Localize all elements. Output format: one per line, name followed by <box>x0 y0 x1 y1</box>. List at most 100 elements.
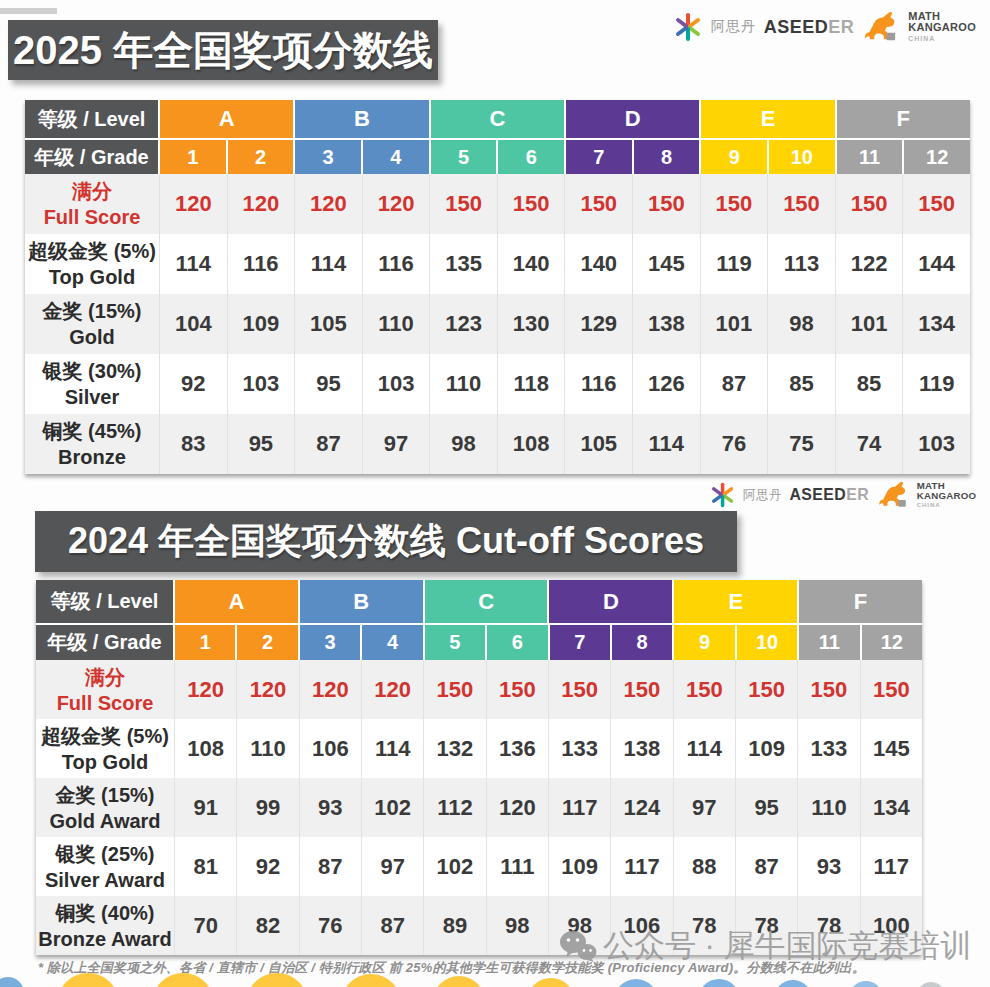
row-label: 金奖 (15%)Gold Award <box>36 778 175 837</box>
grade-cell-1: 1 <box>175 623 237 660</box>
math-kangaroo-wordmark: MATH KANGAROO CHINA <box>916 480 976 509</box>
score-cell: 74 <box>836 414 904 474</box>
score-row-full-score: 满分Full Score1201201201201501501501501501… <box>25 174 970 234</box>
score-cell: 144 <box>903 234 970 294</box>
top-edge-fragment <box>0 8 57 14</box>
score-row-silver: 银奖 (30%)Silver92103951031101181161268785… <box>25 354 970 414</box>
score-cell: 116 <box>565 354 633 414</box>
score-cell: 135 <box>430 234 498 294</box>
emoji-circle-5 <box>433 976 485 987</box>
score-cell: 150 <box>498 174 566 234</box>
grade-cell-3: 3 <box>300 623 362 660</box>
score-cell: 108 <box>175 719 237 778</box>
score-cell: 150 <box>611 660 673 719</box>
score-cell: 150 <box>565 174 633 234</box>
score-cell: 105 <box>295 294 363 354</box>
score-row-top-gold: 超级金奖 (5%)Top Gold10811010611413213613313… <box>36 719 922 778</box>
level-cell-B: B <box>300 580 425 623</box>
score-row-bronze: 铜奖 (45%)Bronze83958797981081051147675741… <box>25 414 970 474</box>
banner-2025: 2025 年全国奖项分数线 <box>8 20 438 80</box>
grade-cell-8: 8 <box>612 623 674 660</box>
score-cell: 133 <box>798 719 860 778</box>
grade-cell-1: 1 <box>160 138 228 174</box>
level-cell-F: F <box>837 100 970 138</box>
score-cell: 120 <box>300 660 362 719</box>
score-cell: 106 <box>300 719 362 778</box>
level-header-label: 等级 / Level <box>36 580 175 623</box>
level-cell-C: C <box>425 580 550 623</box>
score-cell: 117 <box>549 778 611 837</box>
grade-cell-5: 5 <box>425 623 487 660</box>
score-cell: 150 <box>633 174 701 234</box>
score-cell: 118 <box>498 354 566 414</box>
page: 2025 年全国奖项分数线 阿思丹 ASEEDER MATH KANGAROO … <box>0 0 990 987</box>
score-cell: 120 <box>228 174 296 234</box>
score-cell: 129 <box>565 294 633 354</box>
score-cell: 117 <box>861 837 922 896</box>
emoji-circle-10 <box>849 981 883 987</box>
score-cell: 95 <box>295 354 363 414</box>
score-cell: 150 <box>836 174 904 234</box>
score-cell: 104 <box>160 294 228 354</box>
score-cell: 150 <box>903 174 970 234</box>
header-grade-row: 年级 / Grade123456789101112 <box>36 623 922 660</box>
level-cell-A: A <box>160 100 295 138</box>
level-cell-E: E <box>674 580 799 623</box>
score-cell: 97 <box>674 778 736 837</box>
score-cell: 150 <box>549 660 611 719</box>
level-cell-D: D <box>566 100 701 138</box>
grade-header-label: 年级 / Grade <box>25 138 160 174</box>
score-cell: 124 <box>611 778 673 837</box>
score-cell: 87 <box>701 354 769 414</box>
score-cell: 103 <box>228 354 296 414</box>
score-cell: 120 <box>237 660 299 719</box>
score-cell: 145 <box>633 234 701 294</box>
grade-cell-6: 6 <box>498 138 566 174</box>
aseeder-wordmark: ASEEDER <box>789 486 869 504</box>
score-cell: 114 <box>160 234 228 294</box>
header-grade-row: 年级 / Grade123456789101112 <box>25 138 970 174</box>
grade-cell-12: 12 <box>862 623 922 660</box>
grade-cell-2: 2 <box>228 138 296 174</box>
score-cell: 110 <box>798 778 860 837</box>
header-level-row: 等级 / LevelABCDEF <box>36 580 922 623</box>
grade-cell-9: 9 <box>701 138 769 174</box>
score-cell: 108 <box>498 414 566 474</box>
score-cell: 140 <box>498 234 566 294</box>
score-cell: 110 <box>237 719 299 778</box>
score-cell: 95 <box>228 414 296 474</box>
score-cell: 150 <box>487 660 549 719</box>
aseeder-asterisk-icon <box>673 12 703 42</box>
emoji-circle-11 <box>917 982 945 987</box>
score-cell: 134 <box>861 778 922 837</box>
score-cell: 114 <box>295 234 363 294</box>
header-level-row: 等级 / LevelABCDEF <box>25 100 970 138</box>
grade-cell-10: 10 <box>769 138 837 174</box>
score-row-silver-award: 银奖 (25%)Silver Award81928797102111109117… <box>36 837 922 896</box>
score-cell: 150 <box>861 660 922 719</box>
score-cell: 119 <box>903 354 970 414</box>
score-cell: 97 <box>362 837 424 896</box>
grade-cell-7: 7 <box>566 138 634 174</box>
aseeder-asterisk-icon <box>709 482 735 508</box>
score-cell: 92 <box>160 354 228 414</box>
watermark: 公众号 · 犀牛国际竞赛培训 <box>558 925 972 967</box>
score-cell: 116 <box>363 234 431 294</box>
grade-cell-4: 4 <box>362 623 424 660</box>
score-cell: 150 <box>674 660 736 719</box>
score-cell: 119 <box>701 234 769 294</box>
row-label: 银奖 (25%)Silver Award <box>36 837 175 896</box>
score-cell: 95 <box>736 778 798 837</box>
score-cell: 120 <box>295 174 363 234</box>
score-cell: 98 <box>768 294 836 354</box>
kangaroo-icon <box>876 480 909 510</box>
score-cell: 113 <box>768 234 836 294</box>
score-cell: 110 <box>363 294 431 354</box>
emoji-circle-6 <box>527 978 575 987</box>
score-cell: 110 <box>430 354 498 414</box>
wechat-icon <box>558 929 598 963</box>
level-cell-E: E <box>701 100 836 138</box>
score-cell: 76 <box>300 896 362 955</box>
score-cell: 123 <box>430 294 498 354</box>
score-cell: 102 <box>362 778 424 837</box>
